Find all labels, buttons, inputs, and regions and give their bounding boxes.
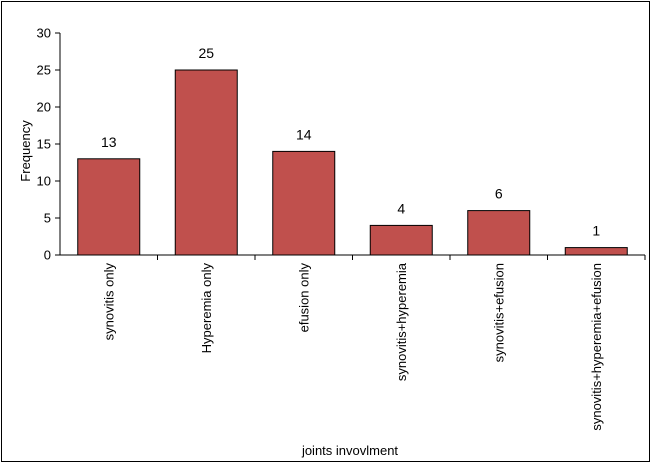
bars [77,69,628,256]
bar [272,150,336,256]
y-tick-label: 20 [37,100,51,115]
bar-value-label: 14 [296,126,312,142]
y-tick-label: 0 [44,248,51,263]
y-axis-ticks: 0 5 10 15 20 25 30 [37,26,60,263]
x-axis-title: joints invovlment [301,443,398,458]
bar [77,158,141,256]
bar [174,69,238,256]
category-labels: synovitis only Hyperemia only efusion only… [101,255,646,431]
category-label: efusion only [296,263,311,333]
y-tick-label: 10 [37,174,51,189]
category-label: Hyperemia only [199,263,214,354]
y-tick-label: 25 [37,63,51,78]
bar-value-label: 6 [495,186,503,202]
bar [369,224,433,256]
bar [467,210,531,256]
category-label: synovitis only [101,263,116,341]
y-tick-label: 30 [37,26,51,41]
y-tick-label: 15 [37,137,51,152]
category-label: synovitis+efusion [491,263,506,362]
bar-value-label: 1 [592,223,600,239]
y-axis-title: Frequency [18,120,33,182]
bar-value-label: 25 [198,45,214,61]
category-label: synovitis+hyperemia [394,262,409,381]
bar-value-label: 13 [101,134,117,150]
bar-value-label: 4 [397,200,405,216]
category-label: synovitis+hyperemia+efusion [589,263,604,431]
bar [564,247,628,256]
y-tick-label: 5 [44,211,51,226]
data-labels: 13 25 14 4 6 1 [101,45,600,239]
